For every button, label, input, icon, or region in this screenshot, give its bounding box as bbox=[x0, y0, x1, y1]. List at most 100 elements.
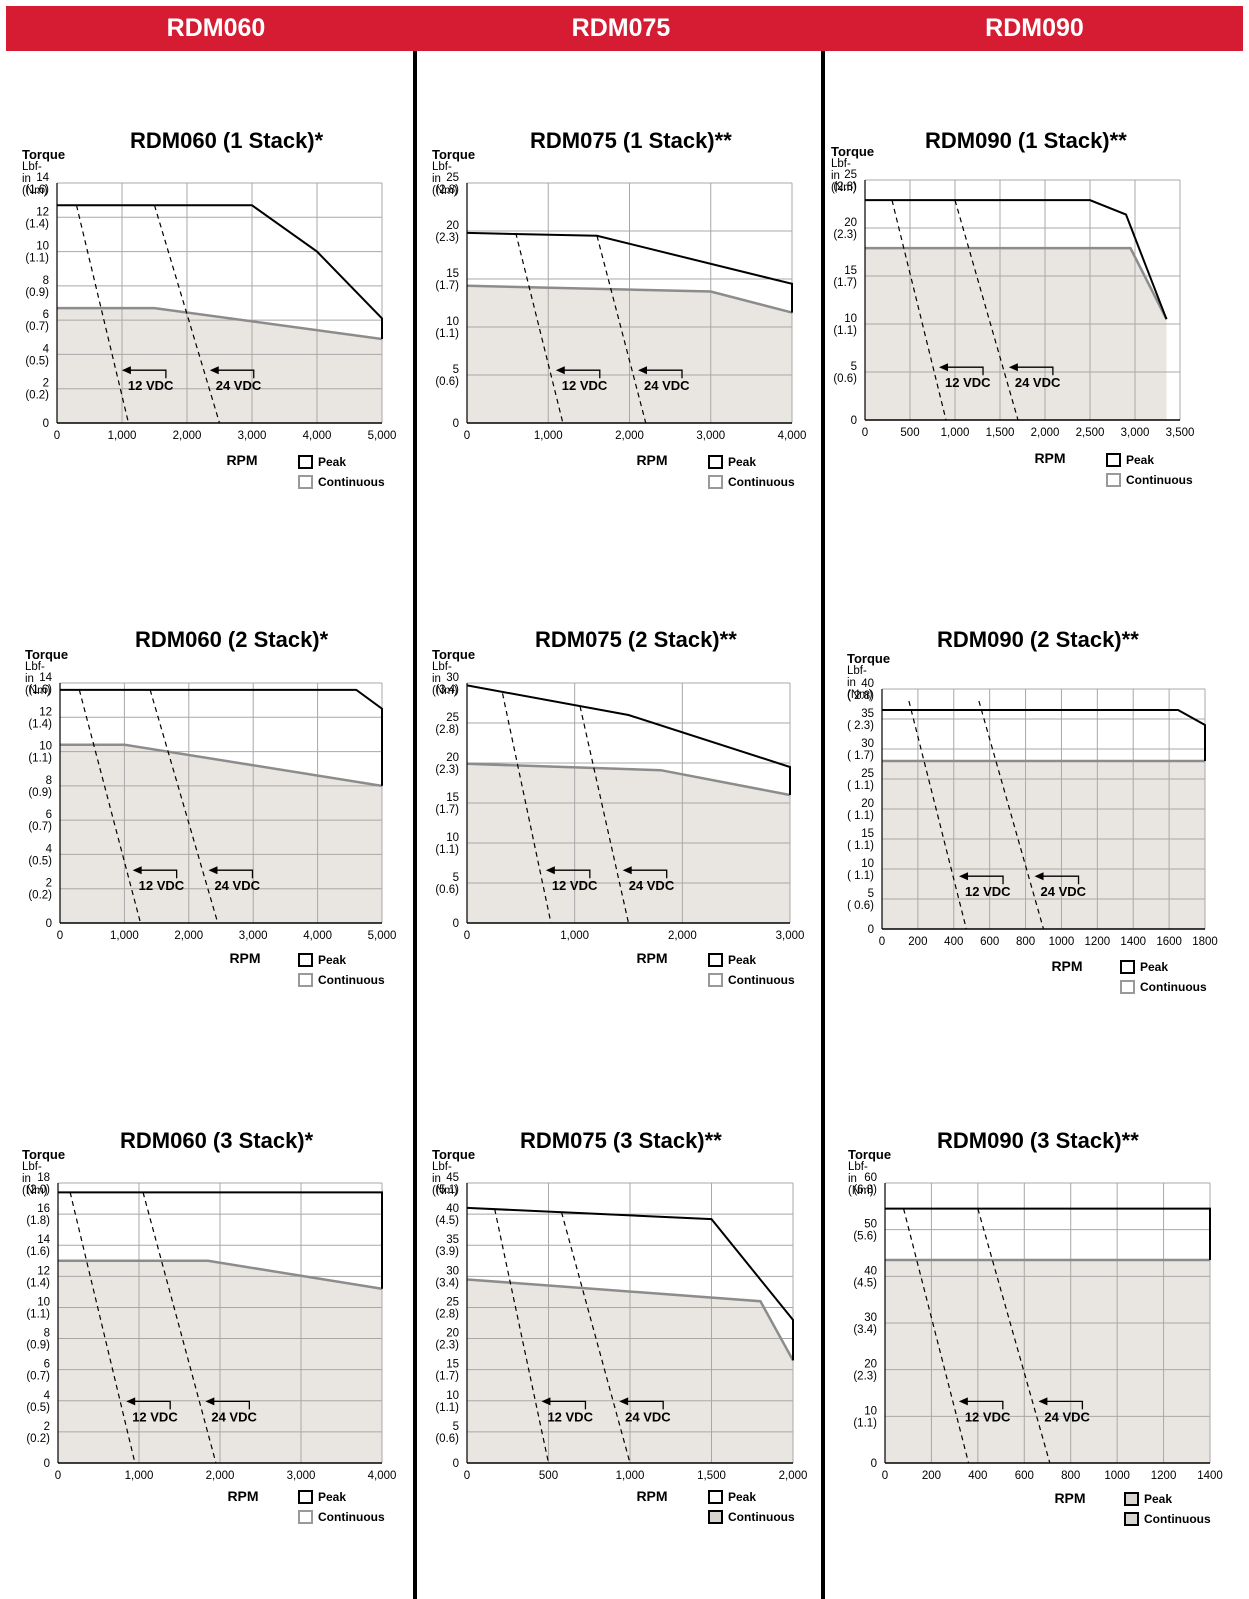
legend-continuous-label: Continuous bbox=[318, 973, 385, 987]
chart-plot: 12 VDC 24 VDC 0 10 (1.1) 20 (2.3) 30 (3.4) 40 (4.5… bbox=[885, 1183, 1210, 1463]
chart-title: RDM090 (3 Stack)** bbox=[937, 1128, 1139, 1154]
y-tick-line: 25 bbox=[446, 712, 459, 724]
y-tick-line: (0.5) bbox=[28, 855, 52, 867]
y-tick-line: (1.4) bbox=[26, 1277, 50, 1289]
x-tick-label: 3,000 bbox=[776, 930, 805, 942]
y-tick-label: 0 bbox=[851, 415, 857, 427]
y-tick-line: (1.1) bbox=[25, 253, 49, 265]
x-tick-label: 400 bbox=[968, 1470, 987, 1482]
x-tick-label: 400 bbox=[944, 936, 963, 948]
y-tick-line: (2.8) bbox=[833, 181, 857, 193]
y-tick-line: (1.8) bbox=[26, 1215, 50, 1227]
x-tick-label: 1,000 bbox=[941, 427, 970, 439]
y-tick-line: 30 bbox=[446, 672, 459, 684]
legend-continuous-label: Continuous bbox=[318, 1510, 385, 1524]
legend-peak-label: Peak bbox=[728, 1490, 756, 1504]
y-tick-line: 4 bbox=[43, 343, 50, 355]
y-tick-line: 20 bbox=[446, 1328, 459, 1340]
legend-peak-swatch bbox=[298, 455, 313, 469]
x-tick-label: 0 bbox=[55, 1470, 61, 1482]
y-tick-label: 8 (0.9) bbox=[28, 775, 52, 799]
chart-plot: 12 VDC 24 VDC05 (0.6)10 (1.1)15 (1.7)20 (2.3)… bbox=[467, 683, 790, 923]
x-tick-label: 2,000 bbox=[173, 430, 202, 442]
x-tick-label: 800 bbox=[1061, 1470, 1080, 1482]
legend-peak-label: Peak bbox=[728, 953, 756, 967]
voltage-label: 12 VDC bbox=[965, 1409, 1011, 1424]
legend-peak-label: Peak bbox=[318, 455, 346, 469]
y-tick-label: 10 (1.1) bbox=[26, 1296, 50, 1320]
voltage-label: 24 VDC bbox=[211, 1409, 257, 1424]
y-tick-label: 10 (1.1) bbox=[853, 1405, 877, 1429]
y-tick-line: 12 bbox=[37, 1265, 50, 1277]
y-tick-line: 20 bbox=[861, 798, 874, 810]
y-tick-line: 20 bbox=[446, 220, 459, 232]
y-tick-line: 30 bbox=[861, 738, 874, 750]
y-tick-line: 4 bbox=[46, 843, 53, 855]
y-tick-line: 6 bbox=[46, 809, 52, 821]
voltage-label: 12 VDC bbox=[945, 375, 991, 390]
x-tick-label: 4,000 bbox=[368, 1470, 397, 1482]
y-tick-line: 10 bbox=[36, 241, 49, 253]
header-bar: RDM060 RDM075 RDM090 bbox=[6, 6, 1243, 51]
y-tick-line: 0 bbox=[453, 418, 459, 430]
y-tick-label: 8 (0.9) bbox=[26, 1328, 50, 1352]
y-tick-line: 10 bbox=[446, 832, 459, 844]
y-tick-line: (0.2) bbox=[26, 1433, 50, 1445]
x-tick-label: 3,500 bbox=[1166, 427, 1195, 439]
x-tick-label: 3,000 bbox=[1121, 427, 1150, 439]
legend-peak-swatch bbox=[298, 953, 313, 967]
y-tick-label: 2 (0.2) bbox=[26, 1421, 50, 1445]
y-tick-line: (1.4) bbox=[25, 218, 49, 230]
y-tick-line: 14 bbox=[39, 672, 52, 684]
y-tick-line: (2.3) bbox=[435, 764, 459, 776]
y-tick-label: 10( 1.1) bbox=[847, 858, 874, 882]
y-axis-label: Torque bbox=[432, 647, 475, 662]
y-tick-line: (2.3) bbox=[435, 1340, 459, 1352]
y-tick-line: 16 bbox=[37, 1203, 50, 1215]
y-tick-label: 16 (1.8) bbox=[26, 1203, 50, 1227]
y-tick-label: 15 (1.7) bbox=[435, 268, 459, 292]
y-tick-line: (1.6) bbox=[28, 684, 52, 696]
y-tick-line: ( 2.8) bbox=[847, 690, 874, 702]
peak-torque-line bbox=[882, 710, 1205, 761]
legend-continuous-label: Continuous bbox=[1126, 473, 1193, 487]
y-tick-line: (1.7) bbox=[435, 804, 459, 816]
x-tick-label: 2,000 bbox=[779, 1470, 808, 1482]
legend-peak-label: Peak bbox=[728, 455, 756, 469]
y-tick-line: 10 bbox=[446, 1390, 459, 1402]
x-tick-label: 1,000 bbox=[108, 430, 137, 442]
y-tick-line: (5.1) bbox=[435, 1184, 459, 1196]
y-tick-label: 30 (3.4) bbox=[853, 1312, 877, 1336]
x-tick-label: 1000 bbox=[1049, 936, 1075, 948]
y-tick-label: 25 (2.8) bbox=[435, 1296, 459, 1320]
x-tick-label: 600 bbox=[1015, 1470, 1034, 1482]
y-tick-line: (2.8) bbox=[435, 724, 459, 736]
x-tick-label: 600 bbox=[980, 936, 999, 948]
x-tick-label: 2,000 bbox=[174, 930, 203, 942]
y-tick-line: 40 bbox=[861, 678, 874, 690]
x-tick-label: 2,000 bbox=[1031, 427, 1060, 439]
y-tick-label: 5 (0.6) bbox=[435, 364, 459, 388]
y-axis-label: Torque bbox=[22, 1147, 65, 1162]
y-tick-line: ( 1.1) bbox=[847, 870, 874, 882]
legend-continuous-label: Continuous bbox=[1144, 1512, 1211, 1526]
chart-plot: 12 VDC 24 VDC05 (0.6)10 (1.1)15 (1.7)20 (2.3)… bbox=[865, 180, 1180, 420]
y-tick-label: 0 bbox=[44, 1458, 50, 1470]
y-tick-line: (0.9) bbox=[26, 1340, 50, 1352]
x-tick-label: 4,000 bbox=[778, 430, 807, 442]
y-tick-label: 12 (1.4) bbox=[25, 206, 49, 230]
column-divider-left bbox=[413, 51, 417, 1599]
y-axis-label: Torque bbox=[848, 1147, 891, 1162]
y-tick-line: ( 1.1) bbox=[847, 840, 874, 852]
x-axis-label: RPM bbox=[1010, 450, 1090, 466]
y-tick-label: 40 (4.5) bbox=[435, 1203, 459, 1227]
y-tick-label: 10 (1.1) bbox=[25, 241, 49, 265]
y-tick-label: 25 (2.8) bbox=[435, 712, 459, 736]
legend-peak-label: Peak bbox=[318, 1490, 346, 1504]
y-tick-line: (0.5) bbox=[25, 355, 49, 367]
y-tick-line: 0 bbox=[46, 918, 52, 930]
y-tick-line: 2 bbox=[46, 878, 52, 890]
voltage-label: 24 VDC bbox=[625, 1409, 671, 1424]
y-tick-label: 6 (0.7) bbox=[26, 1359, 50, 1383]
legend-continuous-swatch bbox=[1120, 980, 1135, 994]
